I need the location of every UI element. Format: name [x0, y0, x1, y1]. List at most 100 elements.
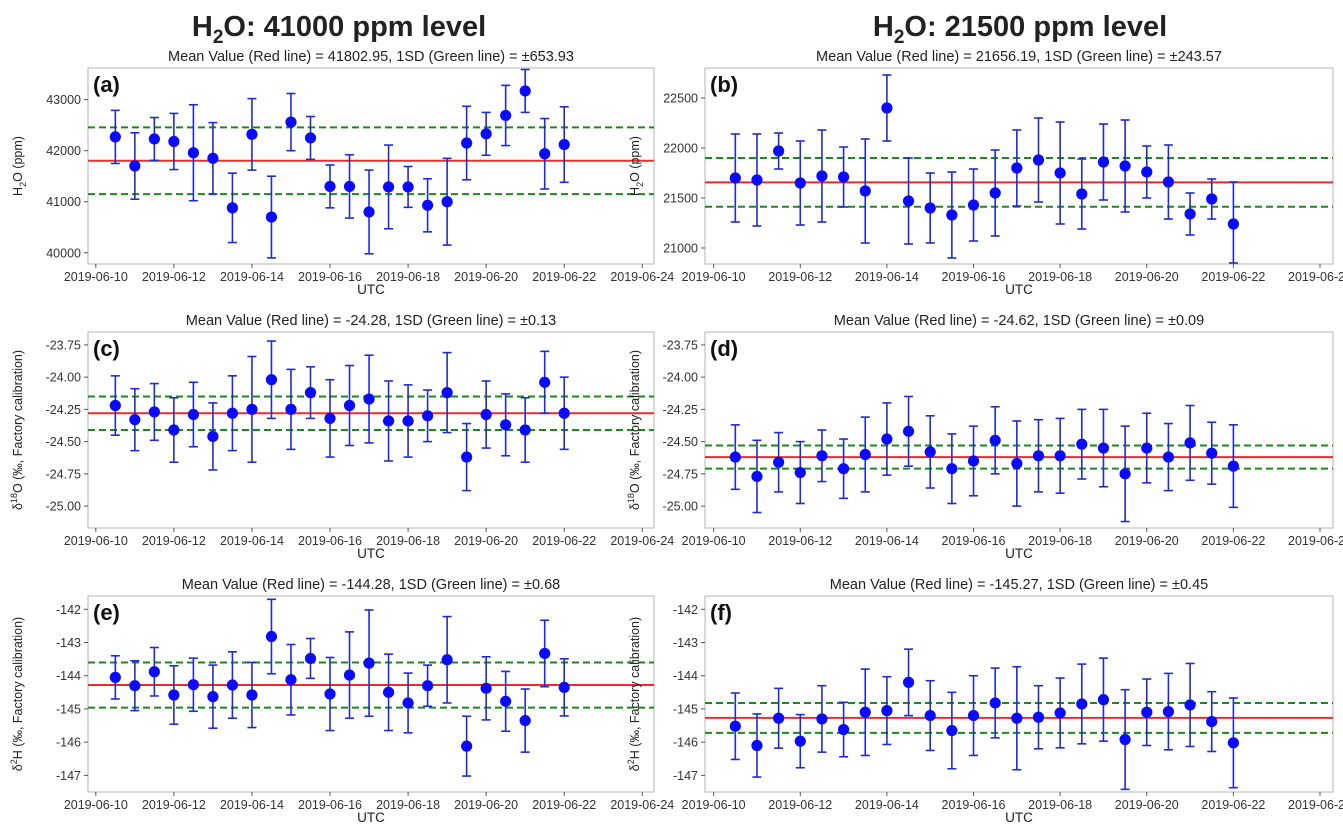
- data-point: [500, 419, 512, 431]
- data-point: [946, 463, 958, 475]
- data-point: [519, 424, 531, 436]
- y-tick-label: -143: [673, 636, 698, 650]
- x-tick-label: 2019-06-18: [1028, 534, 1092, 548]
- data-point: [816, 713, 828, 725]
- y-tick-label: -24.50: [46, 435, 81, 449]
- data-point: [989, 434, 1001, 446]
- data-point: [751, 174, 763, 186]
- plot-frame: [87, 595, 655, 793]
- data-point: [1011, 457, 1023, 470]
- x-tick-label: 2019-06-14: [855, 270, 919, 284]
- y-tick-label: 22000: [663, 142, 698, 156]
- panel-title: Mean Value (Red line) = -144.28, 1SD (Gr…: [182, 577, 560, 593]
- data-point: [148, 666, 160, 678]
- data-point: [881, 433, 893, 445]
- data-point: [859, 448, 871, 461]
- data-point: [773, 145, 785, 157]
- x-tick-label: 2019-06-20: [1115, 798, 1179, 812]
- data-point: [837, 171, 850, 183]
- data-point: [343, 669, 356, 681]
- data-point: [324, 412, 336, 424]
- x-tick-label: 2019-06-20: [454, 798, 518, 812]
- data-point: [441, 387, 453, 399]
- data-point: [773, 712, 785, 724]
- y-axis-label: H2O (ppm): [628, 136, 645, 196]
- y-tick-label: -24.00: [46, 371, 81, 385]
- data-point: [1054, 707, 1066, 719]
- panels: Mean Value (Red line) = 41802.95, 1SD (G…: [9, 49, 1343, 825]
- data-point: [794, 466, 806, 479]
- data-point: [967, 199, 980, 211]
- x-tick-label: 2019-06-24: [1288, 270, 1343, 284]
- x-axis-label: UTC: [357, 810, 385, 825]
- data-point: [500, 695, 512, 707]
- data-point: [1206, 193, 1218, 205]
- x-tick-label: 2019-06-14: [220, 534, 284, 548]
- data-point: [1141, 706, 1153, 718]
- data-point: [285, 674, 297, 686]
- data-point: [324, 688, 336, 700]
- y-tick-label: -145: [56, 702, 81, 716]
- data-point: [285, 403, 297, 415]
- x-tick-label: 2019-06-10: [64, 534, 128, 548]
- y-tick-label: -144: [673, 669, 698, 683]
- data-point: [1162, 706, 1175, 718]
- x-tick-label: 2019-06-10: [64, 270, 128, 284]
- x-tick-label: 2019-06-10: [682, 798, 746, 812]
- y-tick-label: 42000: [46, 144, 81, 158]
- data-point: [285, 116, 297, 128]
- data-point: [500, 109, 512, 122]
- data-point: [343, 180, 356, 193]
- data-point: [1141, 442, 1153, 454]
- data-point: [226, 202, 239, 214]
- data-point: [881, 102, 893, 114]
- data-point: [1011, 712, 1023, 724]
- data-point: [207, 430, 219, 443]
- x-tick-label: 2019-06-12: [142, 534, 206, 548]
- data-point: [729, 451, 741, 463]
- data-point: [1206, 715, 1218, 728]
- panel-label: (e): [93, 600, 120, 625]
- data-point: [1032, 154, 1045, 166]
- y-tick-label: -143: [56, 636, 81, 650]
- panel-label: (f): [710, 600, 732, 625]
- data-point: [519, 85, 531, 97]
- x-tick-label: 2019-06-24: [610, 270, 674, 284]
- data-point: [1011, 162, 1023, 174]
- data-point: [304, 132, 317, 144]
- data-point: [859, 706, 871, 718]
- data-point: [187, 147, 199, 159]
- panel-title: Mean Value (Red line) = -24.62, 1SD (Gre…: [834, 313, 1204, 329]
- data-point: [304, 652, 317, 665]
- data-point: [382, 686, 395, 698]
- data-point: [924, 446, 936, 458]
- data-point: [129, 680, 141, 692]
- y-axis-label: H2O (ppm): [11, 136, 28, 196]
- x-tick-label: 2019-06-22: [532, 534, 596, 548]
- data-point: [539, 148, 551, 160]
- data-point: [794, 735, 806, 747]
- data-point: [859, 185, 871, 197]
- x-tick-label: 2019-06-20: [454, 270, 518, 284]
- y-tick-label: 43000: [46, 93, 81, 107]
- data-point: [539, 647, 551, 660]
- y-tick-label: -142: [673, 603, 698, 617]
- data-point: [363, 206, 375, 218]
- data-point: [1032, 711, 1045, 723]
- data-point: [246, 689, 258, 701]
- y-tick-label: -24.25: [663, 403, 698, 417]
- panel-label: (b): [710, 72, 738, 97]
- data-point: [148, 133, 160, 145]
- data-point: [422, 410, 434, 422]
- y-tick-label: -147: [56, 769, 81, 783]
- data-point: [109, 399, 121, 412]
- data-point: [519, 714, 531, 727]
- data-point: [226, 407, 239, 419]
- data-point: [881, 705, 893, 717]
- y-tick-label: -145: [673, 702, 698, 716]
- x-tick-label: 2019-06-10: [682, 534, 746, 548]
- x-tick-label: 2019-06-10: [64, 798, 128, 812]
- data-point: [246, 128, 258, 140]
- x-tick-label: 2019-06-24: [610, 534, 674, 548]
